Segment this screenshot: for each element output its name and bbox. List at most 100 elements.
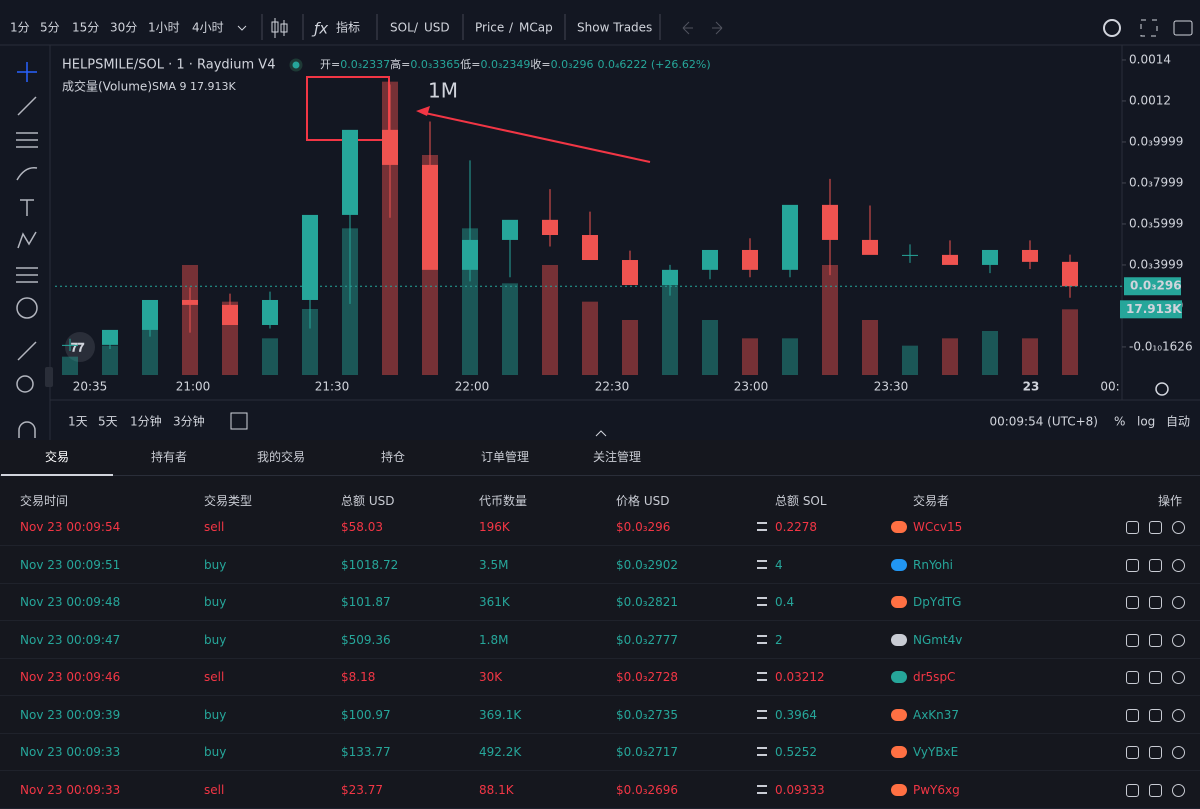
filter-button[interactable] bbox=[1149, 633, 1162, 647]
interval-button[interactable]: 5分 bbox=[40, 21, 60, 35]
table-cell: Nov 23 00:09:46 bbox=[20, 670, 121, 684]
table-cell: 4 bbox=[775, 557, 783, 572]
currency-toggle[interactable]: USD bbox=[424, 21, 450, 35]
undo-icon[interactable] bbox=[682, 21, 693, 35]
table-cell: 1.8M bbox=[479, 632, 509, 647]
table-cell: VyYBxE bbox=[913, 745, 959, 759]
explorer-button[interactable] bbox=[1172, 671, 1185, 684]
trader-icon bbox=[891, 633, 907, 646]
follow-button[interactable] bbox=[1126, 746, 1139, 759]
axis-settings-icon[interactable] bbox=[1155, 382, 1169, 396]
explorer-button[interactable] bbox=[1172, 783, 1185, 797]
chart-window: ƒx 𝟕𝟕 1分 5分 15分 30分 1小时 4小时 指标 SOL / USD Price / MCa… bbox=[0, 0, 1200, 440]
table-cell: 30K bbox=[479, 670, 503, 684]
follow-button[interactable] bbox=[1126, 633, 1139, 647]
table-cell: 0.2278 bbox=[775, 520, 817, 534]
indicators-button[interactable]: 指标 bbox=[336, 20, 360, 35]
table-cell: $509.36 bbox=[341, 632, 391, 647]
explorer-button[interactable] bbox=[1172, 558, 1185, 572]
scale-option[interactable]: % bbox=[1114, 415, 1125, 429]
currency-toggle[interactable]: / bbox=[414, 21, 419, 35]
table-cell: $101.87 bbox=[341, 595, 391, 609]
explorer-button[interactable] bbox=[1172, 521, 1185, 534]
filter-button[interactable] bbox=[1149, 521, 1162, 534]
candle-body bbox=[222, 304, 238, 325]
trader-icon bbox=[891, 671, 907, 683]
filter-button[interactable] bbox=[1149, 708, 1162, 722]
interval-button[interactable]: 30分 bbox=[110, 21, 137, 35]
table-cell: Nov 23 00:09:33 bbox=[20, 782, 121, 797]
sol-icon bbox=[757, 709, 767, 719]
settings-icon[interactable] bbox=[1103, 19, 1121, 37]
row-divider bbox=[0, 695, 1200, 696]
explorer-button[interactable] bbox=[1172, 596, 1185, 609]
range-button[interactable]: 1分钟 bbox=[130, 414, 162, 429]
interval-caret[interactable] bbox=[237, 25, 247, 31]
scale-option[interactable]: log bbox=[1137, 415, 1155, 429]
range-button[interactable]: 5天 bbox=[98, 415, 118, 429]
follow-button[interactable] bbox=[1126, 671, 1139, 684]
follow-button[interactable] bbox=[1126, 596, 1139, 609]
table-cell: 361K bbox=[479, 595, 510, 609]
range-button[interactable]: 3分钟 bbox=[173, 414, 205, 429]
filter-button[interactable] bbox=[1149, 783, 1162, 797]
tab[interactable]: 持有者 bbox=[150, 450, 187, 464]
filter-button[interactable] bbox=[1149, 596, 1162, 609]
follow-button[interactable] bbox=[1126, 521, 1139, 534]
candle-body bbox=[782, 204, 798, 270]
ohlc-legend: 开=0.0₃2337高=0.0₃3365低=0.0₃2349收=0.0₃296 0… bbox=[320, 57, 711, 71]
interval-button[interactable]: 1分 bbox=[10, 21, 30, 35]
table-cell: 0.5252 bbox=[775, 745, 817, 759]
table-cell: buy bbox=[204, 707, 227, 722]
tab[interactable]: 持仓 bbox=[380, 450, 405, 464]
interval-button[interactable]: 1小时 bbox=[148, 21, 180, 35]
filter-button[interactable] bbox=[1149, 558, 1162, 572]
x-tick-label: 00: bbox=[1100, 380, 1119, 394]
explorer-button[interactable] bbox=[1172, 746, 1185, 759]
range-button[interactable]: 1天 bbox=[68, 415, 88, 429]
x-tick-label: 23:00 bbox=[734, 380, 769, 394]
row-divider bbox=[0, 545, 1200, 546]
mode-toggle[interactable]: / bbox=[509, 21, 514, 35]
fullscreen-icon[interactable] bbox=[1140, 19, 1158, 37]
row-divider bbox=[0, 732, 1200, 734]
follow-button[interactable] bbox=[1126, 558, 1139, 572]
tab[interactable]: 订单管理 bbox=[480, 450, 529, 464]
mode-toggle[interactable]: Price bbox=[475, 21, 504, 35]
background bbox=[0, 0, 1200, 440]
goto-date-icon[interactable] bbox=[230, 412, 248, 430]
tab[interactable]: 交易 bbox=[1, 440, 113, 476]
show-trades-button[interactable]: Show Trades bbox=[577, 21, 652, 35]
sol-icon bbox=[757, 672, 767, 681]
interval-button[interactable]: 4小时 bbox=[192, 21, 224, 35]
currency-toggle[interactable]: SOL bbox=[390, 21, 414, 35]
filter-button[interactable] bbox=[1149, 746, 1162, 759]
table-cell: $0.0₃2902 bbox=[616, 557, 679, 572]
panel-toggle[interactable] bbox=[595, 430, 607, 437]
row-divider bbox=[0, 582, 1200, 584]
mode-toggle[interactable]: MCap bbox=[519, 21, 553, 35]
fx-icon[interactable]: ƒx bbox=[311, 20, 328, 38]
scale-option[interactable]: 自动 bbox=[1166, 415, 1190, 429]
candle-icon[interactable] bbox=[271, 18, 288, 38]
candle-body bbox=[622, 260, 638, 286]
tab[interactable]: 关注管理 bbox=[592, 450, 641, 464]
candle-body bbox=[1062, 261, 1078, 287]
collapse-handle[interactable] bbox=[45, 367, 53, 387]
screenshot-icon[interactable] bbox=[1173, 20, 1193, 36]
table-cell: $0.0₃2821 bbox=[616, 595, 679, 609]
tab[interactable]: 我的交易 bbox=[256, 450, 305, 464]
redo-icon[interactable] bbox=[712, 21, 723, 35]
volume-bar bbox=[582, 301, 598, 375]
table-cell: Nov 23 00:09:54 bbox=[20, 520, 121, 534]
trader-icon bbox=[891, 708, 907, 721]
filter-button[interactable] bbox=[1149, 671, 1162, 684]
follow-button[interactable] bbox=[1126, 708, 1139, 722]
follow-button[interactable] bbox=[1126, 783, 1139, 797]
interval-button[interactable]: 15分 bbox=[72, 21, 99, 35]
explorer-button[interactable] bbox=[1172, 708, 1185, 722]
candle-body bbox=[902, 254, 918, 256]
drawing-tools[interactable] bbox=[16, 62, 38, 438]
explorer-button[interactable] bbox=[1172, 633, 1185, 647]
candle-body bbox=[542, 219, 558, 236]
